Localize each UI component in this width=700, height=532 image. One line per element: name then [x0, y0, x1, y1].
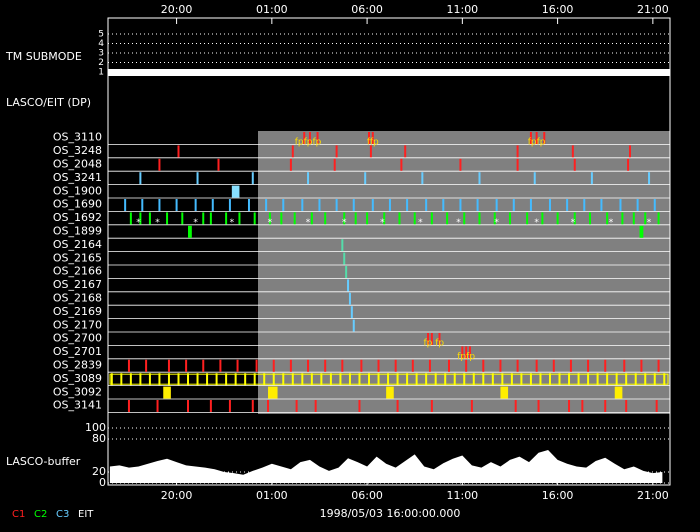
x-tick-label: 21:00 — [637, 3, 669, 16]
event-label: * — [380, 218, 385, 228]
event-label: * — [571, 218, 576, 228]
event-block — [231, 185, 240, 198]
x-tick-label: 21:00 — [637, 489, 669, 502]
date-label: 1998/05/03 16:00:00.000 — [320, 507, 461, 520]
row-label: OS_3248 — [53, 144, 102, 157]
row-label: OS_3141 — [53, 399, 102, 412]
event-label: * — [193, 218, 198, 228]
legend-entry: C2 — [34, 509, 47, 520]
x-tick-label: 06:00 — [351, 489, 383, 502]
event-label: * — [268, 218, 273, 228]
row-label: OS_1899 — [53, 225, 102, 238]
event-label: fp fp — [423, 339, 444, 349]
event-block — [386, 386, 394, 399]
x-tick-label: 01:00 — [256, 489, 288, 502]
row-label: OS_3092 — [53, 385, 102, 398]
event-label: fpfp — [457, 352, 475, 362]
row-label: OS_1692 — [53, 211, 102, 224]
event-label: * — [136, 218, 141, 228]
legend-entry: C3 — [56, 509, 69, 520]
event-label: ffp — [367, 138, 379, 148]
x-tick-label: 11:00 — [446, 489, 478, 502]
y-tick-label: 100 — [85, 421, 106, 434]
data-region — [258, 131, 670, 414]
x-tick-label: 20:00 — [161, 489, 193, 502]
event-label: fpfpfp — [295, 138, 322, 148]
submode-level: 5 — [98, 30, 104, 40]
event-block — [639, 225, 644, 238]
event-block — [614, 386, 623, 399]
legend-entry: EIT — [78, 509, 94, 520]
event-block — [268, 386, 278, 399]
y-tick-label: 80 — [92, 432, 106, 445]
row-label: OS_2048 — [53, 158, 102, 171]
event-label: * — [534, 218, 539, 228]
y-tick-label: 0 — [99, 476, 106, 489]
event-label: * — [456, 218, 461, 228]
x-tick-label: 16:00 — [542, 489, 574, 502]
buffer-label: LASCO-buffer — [6, 455, 81, 468]
submode-level: 3 — [98, 49, 104, 59]
x-tick-label: 06:00 — [351, 3, 383, 16]
event-label: * — [609, 218, 614, 228]
row-label: OS_3089 — [53, 372, 102, 385]
event-label: * — [418, 218, 423, 228]
row-label: OS_1900 — [53, 184, 102, 197]
event-block — [163, 386, 171, 399]
event-label: * — [342, 218, 347, 228]
x-tick-label: 11:00 — [446, 3, 478, 16]
row-label: OS_2166 — [53, 265, 102, 278]
tm-submode-label: TM SUBMODE — [5, 50, 82, 63]
x-tick-label: 01:00 — [256, 3, 288, 16]
row-label: OS_2164 — [53, 238, 102, 251]
event-label: * — [155, 218, 160, 228]
section-label: LASCO/EIT (DP) — [6, 96, 91, 109]
row-label: OS_1690 — [53, 198, 102, 211]
submode-level: 2 — [98, 58, 104, 68]
row-label: OS_2701 — [53, 345, 102, 358]
row-label: OS_2165 — [53, 251, 102, 264]
row-label: OS_2167 — [53, 278, 102, 291]
row-label: OS_2168 — [53, 292, 102, 305]
row-label: OS_2839 — [53, 359, 102, 372]
row-label: OS_2170 — [53, 318, 102, 331]
x-tick-label: 20:00 — [161, 3, 193, 16]
event-block — [188, 225, 192, 238]
row-label: OS_3110 — [53, 131, 102, 144]
event-label: * — [494, 218, 499, 228]
submode-level: 1 — [98, 68, 104, 78]
event-label: * — [647, 218, 652, 228]
legend-entry: C1 — [12, 509, 25, 520]
submode-level: 4 — [98, 39, 104, 49]
y-tick-label: 20 — [92, 465, 106, 478]
buffer-area — [109, 450, 663, 483]
event-label: fpfp — [528, 138, 546, 148]
event-label: * — [230, 218, 235, 228]
row-label: OS_2169 — [53, 305, 102, 318]
submode-bar — [108, 69, 670, 76]
event-block — [500, 386, 509, 399]
event-label: * — [306, 218, 311, 228]
row-label: OS_3241 — [53, 171, 102, 184]
x-tick-label: 16:00 — [542, 3, 574, 16]
row-label: OS_2700 — [53, 332, 102, 345]
